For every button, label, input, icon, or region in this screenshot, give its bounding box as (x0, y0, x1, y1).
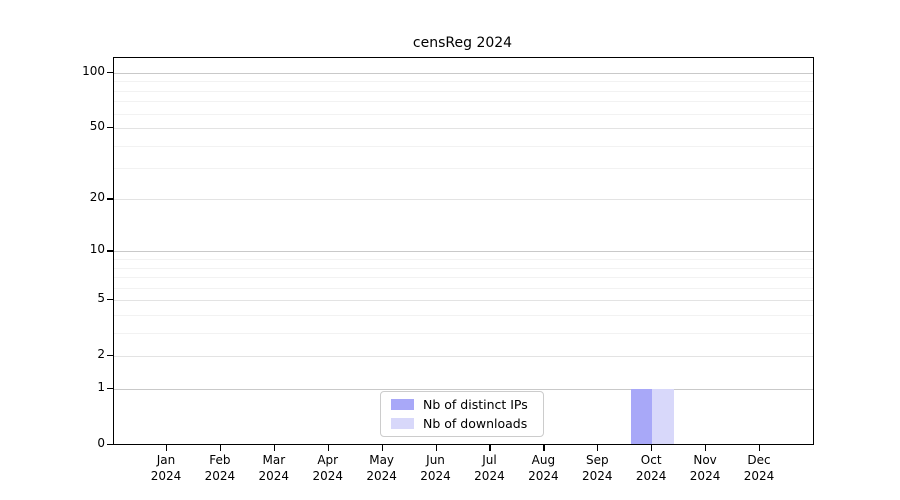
x-tick-label-jan: Jan 2024 (131, 452, 201, 484)
x-tick-year: 2024 (420, 468, 451, 483)
x-tick-month: Jan (156, 452, 176, 467)
x-tick-year: 2024 (635, 468, 667, 483)
x-tick-aug (543, 444, 545, 451)
x-tick-month: Apr (317, 452, 339, 467)
x-tick-label-oct: Oct 2024 (616, 452, 686, 484)
y-tick-50 (106, 127, 113, 129)
x-tick-label-jun: Jun 2024 (401, 452, 471, 484)
x-tick-jul (489, 444, 491, 451)
y-tick-label-5: 5 (97, 291, 105, 306)
x-tick-jan (166, 444, 168, 451)
gridline-minor (114, 101, 813, 103)
x-tick-month: Aug (531, 452, 556, 467)
legend-label-downloads: Nb of downloads (423, 415, 528, 431)
x-tick-year: 2024 (150, 468, 182, 483)
x-tick-mar (273, 444, 275, 451)
x-tick-month: May (369, 452, 395, 467)
y-tick-0 (106, 443, 113, 445)
x-tick-month: Jun (426, 452, 445, 467)
x-tick-label-dec: Dec 2024 (724, 452, 794, 484)
gridline-minor (114, 267, 813, 269)
x-tick-dec (759, 444, 761, 451)
legend: Nb of distinct IPs Nb of downloads (380, 391, 544, 437)
legend-label-distinct-ips: Nb of distinct IPs (423, 397, 528, 413)
y-tick-label-1: 1 (97, 379, 105, 394)
plot-area (113, 57, 814, 445)
x-tick-month: Dec (747, 452, 771, 467)
x-tick-year: 2024 (743, 468, 775, 483)
gridline-minor (114, 259, 813, 261)
gridline-minor (114, 332, 813, 334)
gridline-minor (114, 145, 813, 147)
x-tick-jun (435, 444, 437, 451)
x-tick-month: Nov (693, 452, 717, 467)
y-tick-label-2: 2 (97, 347, 105, 362)
x-tick-month: Sep (585, 452, 609, 467)
x-tick-feb (219, 444, 222, 451)
x-tick-label-aug: Aug 2024 (508, 452, 578, 484)
gridline-minor (114, 90, 813, 92)
legend-swatch-downloads (391, 417, 414, 429)
x-tick-month: Mar (262, 452, 286, 467)
x-tick-year: 2024 (204, 468, 236, 483)
x-tick-year: 2024 (528, 468, 559, 483)
x-tick-label-feb: Feb 2024 (185, 452, 255, 484)
y-tick-20 (106, 198, 113, 200)
x-tick-year: 2024 (366, 468, 397, 483)
x-tick-year: 2024 (312, 468, 343, 483)
x-tick-month: Jul (482, 452, 497, 467)
y-tick-label-20: 20 (89, 190, 105, 205)
gridline-1 (114, 388, 813, 390)
legend-entry-distinct-ips: Nb of distinct IPs (389, 397, 535, 412)
y-tick-2 (106, 355, 113, 357)
gridline-minor (114, 277, 813, 279)
legend-entry-downloads: Nb of downloads (389, 416, 535, 431)
y-tick-100 (106, 72, 113, 74)
gridline-5 (114, 300, 813, 302)
gridline-10 (114, 251, 813, 253)
y-tick-10 (106, 250, 113, 252)
legend-swatch-distinct-ips (391, 399, 414, 411)
gridline-2 (114, 356, 813, 358)
y-tick-label-100: 100 (82, 64, 105, 78)
y-tick-5 (106, 299, 113, 301)
x-tick-label-nov: Nov 2024 (670, 452, 740, 484)
x-tick-nov (705, 444, 707, 451)
x-tick-label-jul: Jul 2024 (454, 452, 524, 484)
gridline-100 (114, 73, 813, 74)
bar-distinct-ips-oct (630, 388, 653, 445)
gridline-minor (114, 113, 813, 115)
y-tick-label-50: 50 (89, 119, 105, 133)
bar-downloads-oct (652, 388, 674, 445)
x-tick-label-apr: Apr 2024 (293, 452, 363, 484)
gridline-minor (114, 168, 813, 170)
y-tick-label-10: 10 (89, 242, 105, 257)
gridline-minor (114, 287, 813, 289)
x-tick-sep (597, 444, 599, 451)
x-tick-label-mar: Mar 2024 (239, 452, 309, 484)
x-tick-label-may: May 2024 (347, 452, 417, 484)
y-tick-1 (106, 387, 113, 389)
x-tick-month: Oct (640, 452, 662, 467)
gridline-20 (114, 199, 813, 201)
x-tick-year: 2024 (258, 468, 290, 483)
x-tick-year: 2024 (689, 468, 721, 483)
x-tick-year: 2024 (581, 468, 613, 483)
x-tick-year: 2024 (474, 468, 505, 483)
y-tick-label-0: 0 (97, 435, 105, 450)
gridline-minor (114, 314, 813, 316)
x-tick-may (381, 444, 383, 451)
x-tick-label-sep: Sep 2024 (562, 452, 632, 484)
chart-title: censReg 2024 (412, 35, 513, 51)
x-tick-apr (327, 444, 329, 451)
x-tick-oct (651, 444, 653, 451)
gridline-50 (114, 128, 813, 129)
gridline-minor (114, 81, 813, 83)
x-tick-month: Feb (209, 452, 231, 467)
